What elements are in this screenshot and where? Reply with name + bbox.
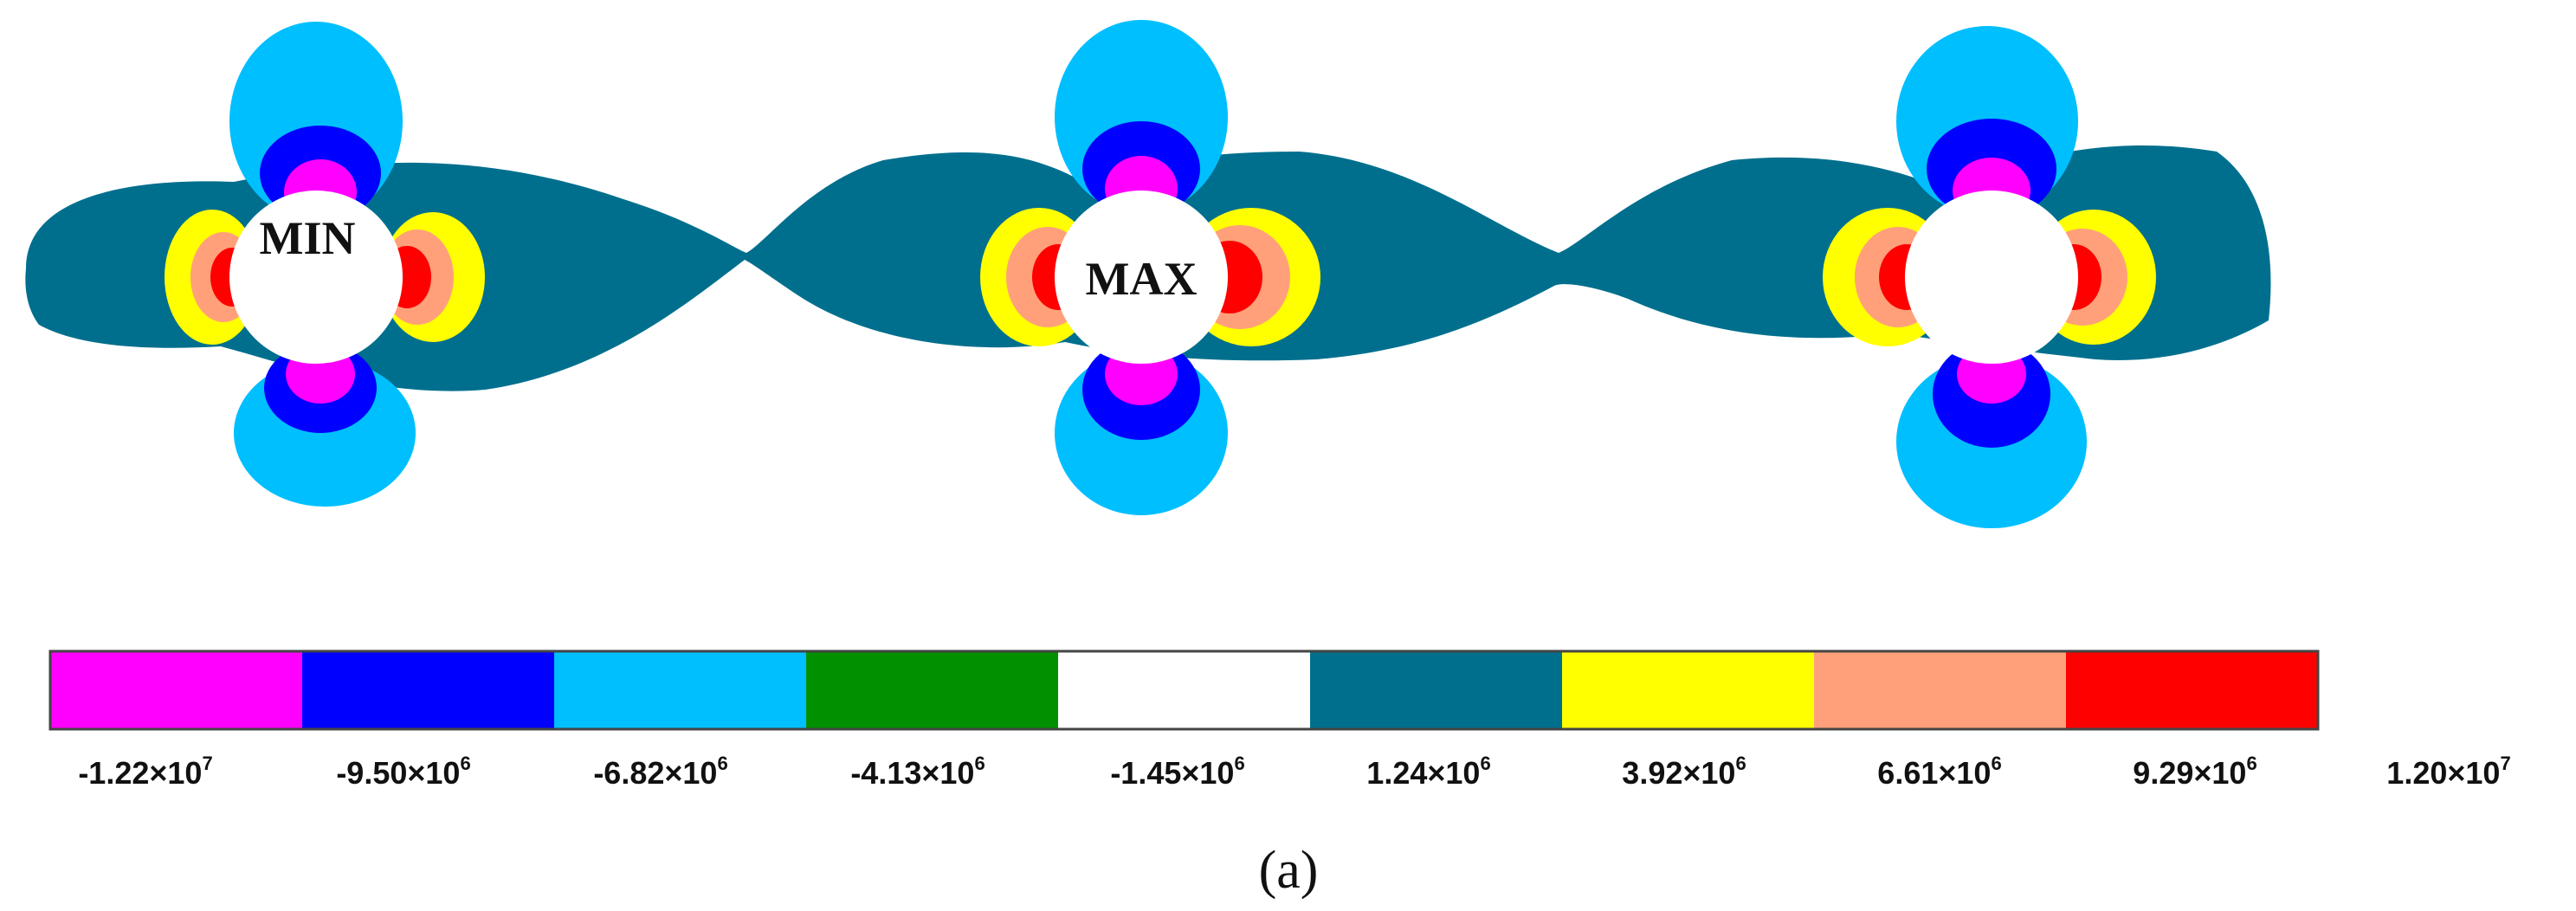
legend-tick-4: -4.13×106 xyxy=(850,753,985,791)
legend-tick-1: -1.22×107 xyxy=(78,753,212,791)
legend-swatch-3 xyxy=(554,651,806,729)
legend-swatch-6 xyxy=(1310,651,1562,729)
hole-label-max: MAX xyxy=(1086,253,1198,305)
legend-swatch-7 xyxy=(1562,651,1814,729)
legend-tick-9: 9.29×106 xyxy=(2133,753,2256,791)
hole-circle xyxy=(1055,191,1228,364)
legend-tick-2: -9.50×106 xyxy=(336,753,470,791)
hole-circle xyxy=(229,191,403,364)
legend-tick-5: -1.45×106 xyxy=(1110,753,1244,791)
legend-swatch-5 xyxy=(1058,651,1310,729)
hole-group-2: MAX xyxy=(980,20,1320,515)
hole-group-3 xyxy=(1823,26,2156,528)
legend-swatch-8 xyxy=(1814,651,2066,729)
hole-circle xyxy=(1905,191,2078,364)
legend-frame xyxy=(48,649,2320,731)
color-legend: -1.22×107 -9.50×106 -6.82×106 -4.13×106 … xyxy=(48,649,2511,791)
legend-swatch-4 xyxy=(806,651,1058,729)
figure-caption: (a) xyxy=(1259,841,1319,900)
legend-tick-3: -6.82×106 xyxy=(593,753,727,791)
legend-tick-7: 3.92×106 xyxy=(1622,753,1746,791)
legend-swatch-1 xyxy=(50,651,302,729)
legend-tick-8: 6.61×106 xyxy=(1877,753,2001,791)
legend-tick-10: 1.20×107 xyxy=(2386,753,2510,791)
legend-swatch-9 xyxy=(2066,651,2318,729)
hole-group-1: MIN xyxy=(165,22,485,507)
legend-tick-6: 1.24×106 xyxy=(1366,753,1490,791)
legend-swatch-2 xyxy=(302,651,554,729)
hole-label-min: MIN xyxy=(260,212,356,264)
